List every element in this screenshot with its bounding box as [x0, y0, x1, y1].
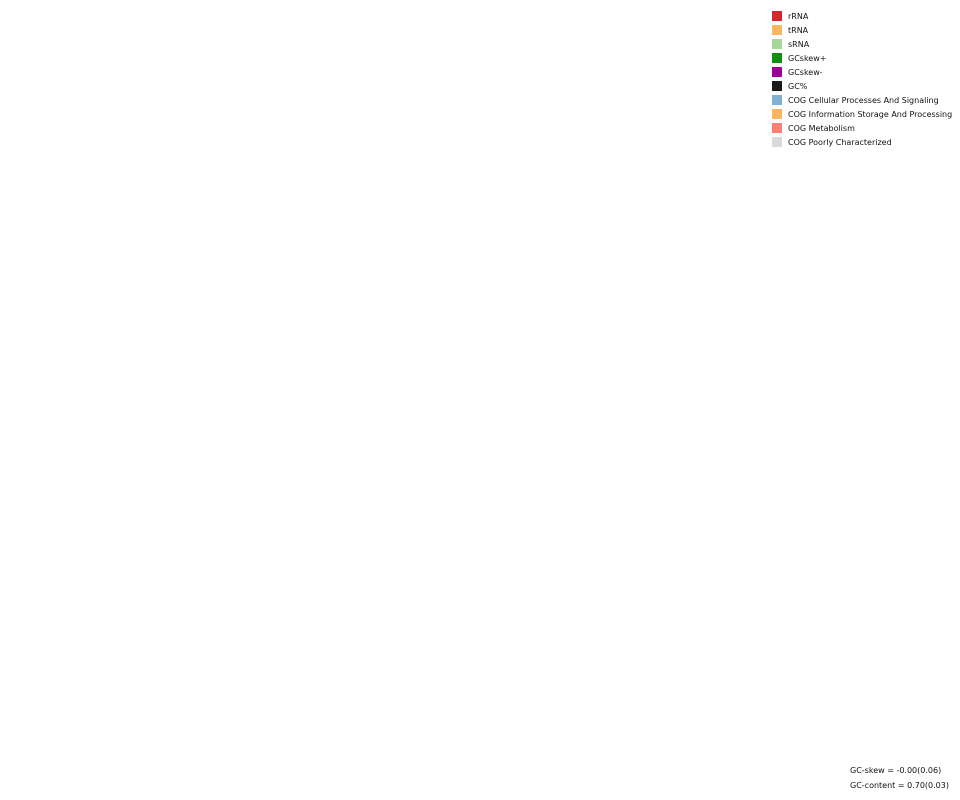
legend-label: GCskew+	[788, 53, 827, 63]
legend-swatch	[772, 67, 782, 77]
legend: rRNA tRNA sRNA GCskew+ GCskew- GC% COG Cellula…	[772, 9, 952, 149]
legend-swatch	[772, 11, 782, 21]
legend-swatch	[772, 81, 782, 91]
legend-item: COG Metabolism	[772, 121, 952, 135]
legend-label: COG Poorly Characterized	[788, 137, 892, 147]
legend-label: COG Metabolism	[788, 123, 855, 133]
legend-swatch	[772, 25, 782, 35]
gc-skew-stat: GC-skew = -0.00(0.06)	[850, 766, 942, 775]
legend-item: COG Information Storage And Processing	[772, 107, 952, 121]
legend-item: tRNA	[772, 23, 952, 37]
legend-label: GC%	[788, 81, 808, 91]
legend-swatch	[772, 137, 782, 147]
legend-item: GC%	[772, 79, 952, 93]
legend-item: GCskew+	[772, 51, 952, 65]
legend-swatch	[772, 39, 782, 49]
legend-swatch	[772, 53, 782, 63]
legend-label: COG Information Storage And Processing	[788, 109, 953, 119]
legend-item: COG Poorly Characterized	[772, 135, 952, 149]
legend-swatch	[772, 109, 782, 119]
legend-label: tRNA	[788, 25, 809, 35]
legend-label: sRNA	[788, 39, 810, 49]
gc-content-stat: GC-content = 0.70(0.03)	[850, 781, 949, 790]
legend-swatch	[772, 95, 782, 105]
legend-swatch	[772, 123, 782, 133]
legend-label: COG Cellular Processes And Signaling	[788, 95, 939, 105]
legend-item: GCskew-	[772, 65, 952, 79]
legend-item: sRNA	[772, 37, 952, 51]
legend-item: rRNA	[772, 9, 952, 23]
legend-label: GCskew-	[788, 67, 823, 77]
legend-item: COG Cellular Processes And Signaling	[772, 93, 952, 107]
stats-panel: GC-skew = -0.00(0.06) GC-content = 0.70(…	[850, 766, 949, 796]
legend-label: rRNA	[788, 11, 809, 21]
